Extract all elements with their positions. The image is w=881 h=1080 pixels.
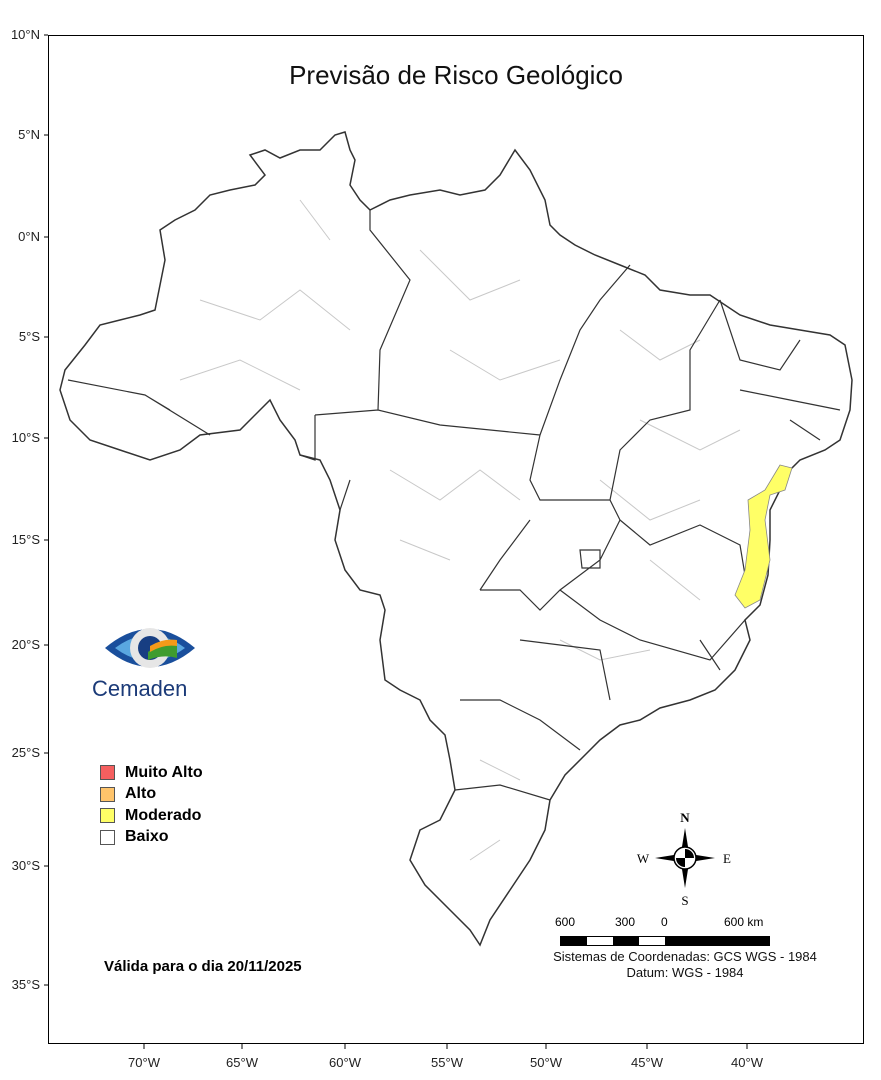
compass-n: N [680,810,690,825]
scale-label: 0 [661,915,668,929]
map-frame [48,35,864,1044]
compass-e: E [723,851,731,866]
legend: Muito Alto Alto Moderado Baixo [100,762,203,848]
lat-tick: 15°S [11,532,40,547]
compass-w: W [637,851,650,866]
scale-label: 300 [615,915,636,929]
legend-item-moderado: Moderado [100,805,203,827]
lon-tick: 55°W [431,1055,463,1070]
map-title: Previsão de Risco Geológico [289,60,623,90]
state-borders [67,210,841,801]
crs-text: Sistemas de Coordenadas: GCS WGS - 1984 [553,949,817,964]
lon-tick: 65°W [226,1055,258,1070]
lat-tick: 5°N [18,127,40,142]
lon-tick: 70°W [128,1055,160,1070]
valid-date: Válida para o dia 20/11/2025 [104,958,302,975]
legend-item-alto: Alto [100,784,203,806]
legend-item-muito-alto: Muito Alto [100,762,203,784]
lat-tick: 30°S [11,858,40,873]
logo-text: Cemaden [92,676,188,701]
legend-item-baixo: Baixo [100,827,203,849]
moderate-risk-area [734,464,793,609]
lat-tick: 5°S [18,329,40,344]
lon-tick: 50°W [530,1055,562,1070]
legend-swatch [100,808,115,824]
lat-tick: 20°S [11,637,40,652]
municipal-borders [179,199,741,861]
scale-label: 600 [555,915,576,929]
legend-swatch [100,765,115,781]
datum-text: Datum: WGS - 1984 [626,965,744,980]
brazil-outline [59,131,853,947]
lat-tick: 35°S [11,977,40,992]
cemaden-logo [103,618,198,683]
lat-tick: 10°S [11,430,40,445]
lon-tick: 60°W [329,1055,361,1070]
legend-swatch [100,829,115,845]
lat-tick: 25°S [11,745,40,760]
lat-tick: 10°N [10,27,40,42]
eye-logo-icon [105,628,195,668]
legend-swatch [100,786,115,802]
compass-rose-icon: N S E W [637,810,731,908]
lon-tick: 40°W [731,1055,763,1070]
lon-tick: 45°W [631,1055,663,1070]
compass-s: S [681,893,688,908]
lat-tick: 0°N [18,229,40,244]
coordinate-system: Sistemas de Coordenadas: GCS WGS - 1984 … [520,949,850,981]
scale-label: 600 km [724,915,764,929]
